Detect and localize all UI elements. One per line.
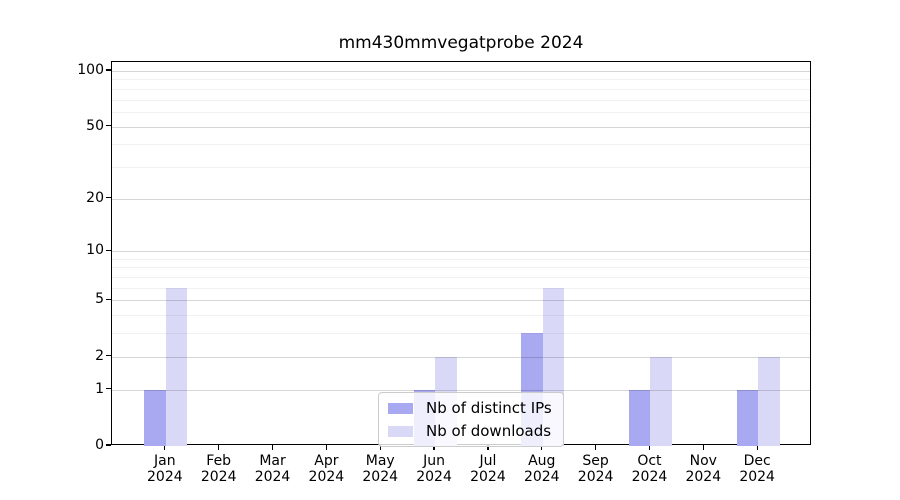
chart-title: mm430mmvegatprobe 2024 — [338, 33, 584, 53]
x-tick-mark — [756, 445, 758, 450]
x-tick-label-sep: Sep 2024 — [577, 453, 614, 485]
x-tick-label-may: May 2024 — [362, 453, 399, 485]
x-tick-mark — [433, 445, 435, 450]
legend-label-distinct-ips: Nb of distinct IPs — [426, 399, 552, 417]
gridline-major — [112, 300, 810, 302]
x-tick-mark — [164, 445, 166, 450]
y-tick-label: 100 — [77, 62, 104, 78]
y-tick-mark — [106, 444, 111, 446]
x-tick-label-jul: Jul 2024 — [470, 453, 506, 485]
bar-distinct-ips-dec — [736, 389, 759, 446]
y-tick-mark — [106, 124, 111, 127]
y-tick-mark — [106, 298, 111, 301]
bar-distinct-ips-jan — [144, 389, 166, 446]
y-tick-label: 5 — [95, 291, 104, 308]
bar-distinct-ips-oct — [628, 389, 651, 446]
grid-layer — [112, 62, 810, 444]
x-tick-label-jan: Jan 2024 — [147, 453, 183, 485]
x-tick-label-oct: Oct 2024 — [631, 453, 668, 485]
y-tick-label: 0 — [95, 437, 104, 453]
x-tick-mark — [541, 445, 543, 450]
y-tick-label: 1 — [95, 380, 104, 397]
legend-swatch-distinct-ips — [388, 402, 413, 414]
gridline-minor — [112, 111, 810, 113]
y-tick-mark — [106, 355, 111, 357]
x-tick-mark — [487, 445, 489, 450]
y-tick-label: 50 — [86, 117, 104, 134]
x-tick-mark — [702, 445, 704, 450]
bar-downloads-jan — [165, 287, 188, 446]
y-tick-mark — [106, 249, 111, 251]
x-tick-mark — [218, 445, 220, 450]
bar-downloads-oct — [650, 356, 672, 446]
x-tick-mark — [379, 445, 381, 450]
x-tick-label-jun: Jun 2024 — [416, 453, 452, 485]
x-tick-mark — [594, 445, 597, 450]
gridline-major — [112, 71, 810, 72]
legend-item-distinct-ips: Nb of distinct IPs — [388, 399, 552, 417]
gridline-minor — [112, 144, 810, 146]
legend: Nb of distinct IPs Nb of downloads — [378, 392, 564, 447]
gridline-major — [112, 251, 810, 253]
x-tick-label-nov: Nov 2024 — [685, 453, 722, 485]
gridline-minor — [112, 267, 810, 269]
gridline-minor — [112, 99, 810, 101]
x-tick-label-apr: Apr 2024 — [308, 453, 345, 485]
legend-swatch-downloads — [388, 425, 413, 437]
x-tick-mark — [648, 445, 651, 450]
x-tick-mark — [271, 445, 274, 450]
gridline-minor — [112, 258, 810, 260]
gridline-major — [112, 389, 810, 391]
bar-downloads-dec — [758, 356, 780, 446]
x-tick-label-mar: Mar 2024 — [254, 453, 291, 485]
x-tick-mark — [325, 445, 328, 450]
gridline-minor — [112, 166, 810, 168]
x-tick-label-aug: Aug 2024 — [523, 453, 560, 485]
gridline-minor — [112, 79, 810, 81]
gridline-major — [112, 126, 810, 128]
gridline-major — [112, 356, 810, 358]
gridline-minor — [112, 333, 810, 335]
x-tick-label-feb: Feb 2024 — [200, 453, 237, 485]
y-tick-label: 10 — [86, 242, 104, 259]
gridline-minor — [112, 315, 810, 317]
legend-item-downloads: Nb of downloads — [388, 422, 552, 440]
gridline-major — [112, 198, 810, 200]
gridline-minor — [112, 287, 810, 289]
legend-label-downloads: Nb of downloads — [426, 422, 552, 440]
y-tick-mark — [106, 69, 111, 71]
y-tick-mark — [106, 196, 111, 199]
gridline-minor — [112, 277, 810, 279]
plot-area: Nb of distinct IPs Nb of downloads — [111, 61, 811, 447]
y-tick-label: 2 — [95, 347, 104, 364]
y-tick-label: 20 — [86, 189, 104, 206]
y-tick-mark — [106, 388, 111, 390]
x-tick-label-dec: Dec 2024 — [739, 453, 775, 485]
gridline-minor — [112, 88, 810, 90]
